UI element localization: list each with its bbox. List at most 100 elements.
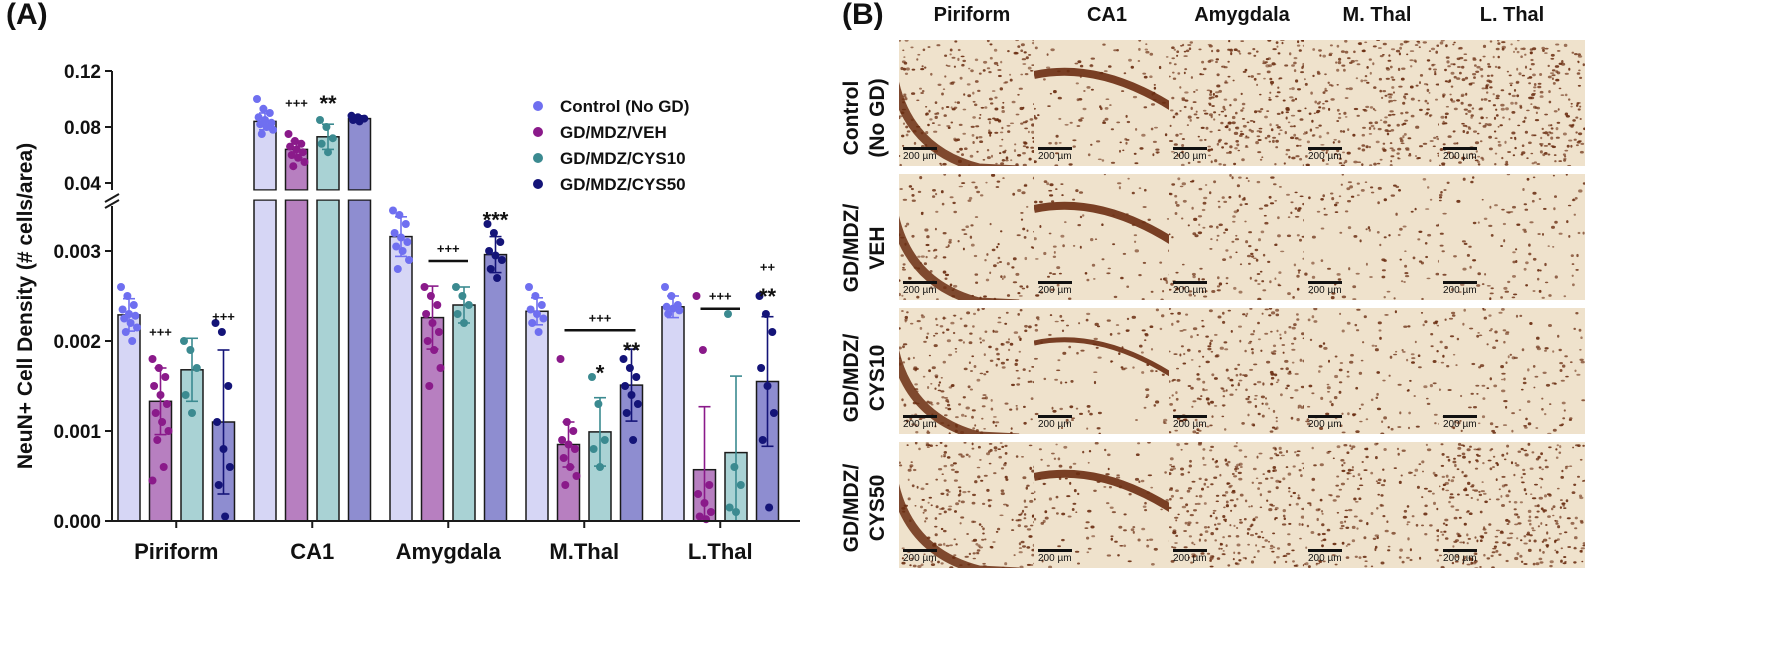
neuron-nucleus xyxy=(1132,95,1138,99)
neuron-nucleus xyxy=(1188,535,1192,538)
neuron-nucleus xyxy=(1260,230,1265,234)
neuron-nucleus xyxy=(933,257,937,259)
neuron-nucleus xyxy=(1540,136,1543,140)
neuron-nucleus xyxy=(1529,467,1534,470)
neuron-nucleus xyxy=(905,67,910,71)
neuron-nucleus xyxy=(1370,186,1374,189)
neuron-nucleus xyxy=(1237,363,1241,366)
neuron-nucleus xyxy=(1225,368,1229,372)
neuron-nucleus xyxy=(1040,553,1044,555)
neuron-nucleus xyxy=(1492,431,1496,434)
neuron-nucleus xyxy=(1079,75,1082,79)
neuron-nucleus xyxy=(1520,47,1523,50)
neuron-nucleus xyxy=(988,131,993,135)
neuron-nucleus xyxy=(1537,269,1540,272)
neuron-nucleus xyxy=(1342,130,1346,133)
neuron-nucleus xyxy=(934,517,938,520)
neuron-nucleus xyxy=(1028,54,1032,56)
neuron-nucleus xyxy=(1384,116,1388,119)
neuron-nucleus xyxy=(1313,320,1318,323)
neuron-nucleus xyxy=(936,402,940,405)
neuron-nucleus xyxy=(1453,540,1458,543)
neuron-nucleus xyxy=(1223,518,1227,521)
neuron-nucleus xyxy=(1439,69,1442,72)
neuron-nucleus xyxy=(1039,412,1043,415)
neuron-nucleus xyxy=(1515,314,1519,318)
neuron-nucleus xyxy=(1049,92,1052,95)
neuron-nucleus xyxy=(1556,50,1561,52)
neuron-nucleus xyxy=(1285,367,1289,371)
neuron-nucleus xyxy=(1198,494,1203,498)
neuron-nucleus xyxy=(1176,81,1179,84)
neuron-nucleus xyxy=(945,64,948,67)
neuron-nucleus xyxy=(1191,272,1196,276)
neuron-nucleus xyxy=(1296,418,1300,422)
neuron-nucleus xyxy=(1183,50,1187,53)
neuron-nucleus xyxy=(1516,552,1520,556)
neuron-nucleus xyxy=(1447,458,1451,462)
neuron-nucleus xyxy=(903,298,907,300)
neuron-nucleus xyxy=(1018,87,1023,90)
neuron-nucleus xyxy=(907,468,912,472)
neuron-nucleus xyxy=(926,400,930,404)
neuron-nucleus xyxy=(957,240,960,243)
neuron-nucleus xyxy=(1419,145,1423,148)
neuron-nucleus xyxy=(1217,315,1222,319)
neuron-nucleus xyxy=(987,118,992,121)
neuron-nucleus xyxy=(1533,83,1537,86)
neuron-nucleus xyxy=(1344,159,1348,163)
neuron-nucleus xyxy=(1537,504,1540,508)
neuron-nucleus xyxy=(953,314,956,317)
neuron-nucleus xyxy=(1072,462,1077,465)
data-point xyxy=(458,292,467,300)
neuron-nucleus xyxy=(916,125,921,128)
neuron-nucleus xyxy=(1550,136,1554,140)
data-point xyxy=(322,123,331,131)
neuron-nucleus xyxy=(1236,184,1240,188)
neuron-nucleus xyxy=(1117,332,1121,335)
neuron-nucleus xyxy=(1363,79,1368,82)
neuron-nucleus xyxy=(1217,139,1221,143)
neuron-nucleus xyxy=(1000,361,1005,365)
neuron-nucleus xyxy=(921,315,926,319)
neuron-nucleus xyxy=(1252,329,1256,333)
neuron-nucleus xyxy=(1211,105,1215,107)
neuron-nucleus xyxy=(1560,547,1563,550)
neuron-nucleus xyxy=(1469,146,1474,149)
neuron-nucleus xyxy=(1268,508,1273,512)
neuron-nucleus xyxy=(1442,273,1447,276)
neuron-nucleus xyxy=(1288,522,1292,525)
neuron-nucleus xyxy=(961,153,964,156)
neuron-nucleus xyxy=(1579,519,1584,523)
neuron-nucleus xyxy=(1497,42,1501,45)
neuron-nucleus xyxy=(1024,506,1028,508)
neuron-nucleus xyxy=(1280,454,1285,457)
neuron-nucleus xyxy=(952,201,956,205)
neuron-nucleus xyxy=(1473,76,1476,79)
neuron-nucleus xyxy=(960,500,965,504)
neuron-nucleus xyxy=(971,409,976,412)
neuron-nucleus xyxy=(1123,529,1127,532)
neuron-nucleus xyxy=(903,403,907,407)
neuron-nucleus xyxy=(1303,218,1307,222)
neuron-nucleus xyxy=(944,54,948,57)
neuron-nucleus xyxy=(1401,449,1406,452)
neuron-nucleus xyxy=(1495,108,1498,111)
neuron-nucleus xyxy=(1312,105,1315,108)
neuron-nucleus xyxy=(1309,503,1312,507)
neuron-nucleus xyxy=(1018,350,1021,353)
neuron-nucleus xyxy=(1217,276,1220,280)
neuron-nucleus xyxy=(1523,203,1527,206)
neuron-nucleus xyxy=(925,483,929,485)
neuron-nucleus xyxy=(1203,196,1208,200)
neuron-nucleus xyxy=(1511,111,1516,114)
neuron-nucleus xyxy=(1246,254,1252,258)
neuron-nucleus xyxy=(1297,497,1301,500)
neuron-nucleus xyxy=(1169,350,1171,353)
neuron-nucleus xyxy=(1488,135,1492,139)
neuron-nucleus xyxy=(940,492,945,495)
neuron-nucleus xyxy=(979,140,984,143)
neuron-nucleus xyxy=(1390,93,1393,96)
neuron-nucleus xyxy=(1524,453,1529,457)
neuron-nucleus xyxy=(997,256,1001,260)
